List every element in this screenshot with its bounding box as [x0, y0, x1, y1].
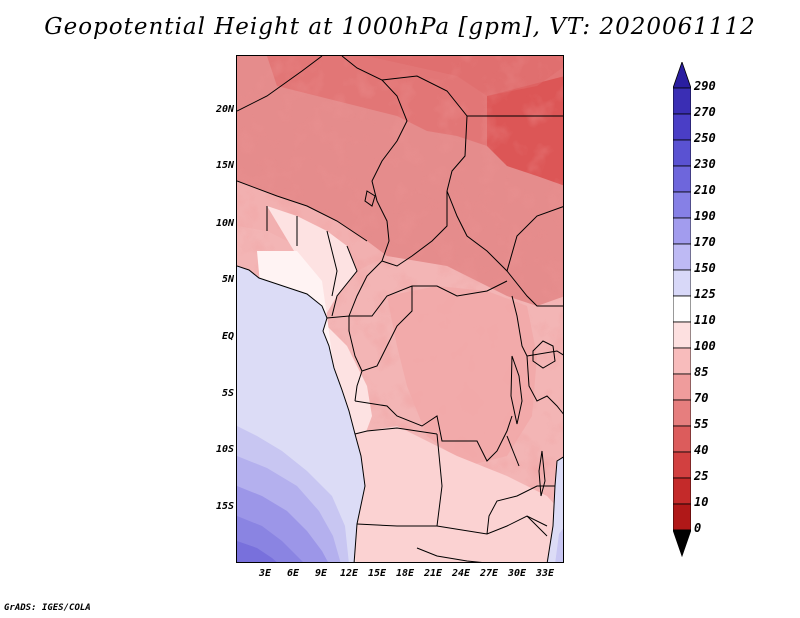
lat-label-10n: 10N [215, 218, 234, 229]
lat-label-5s: 5S [221, 388, 234, 399]
map-title: Geopotential Height at 1000hPa [gpm], VT… [44, 14, 756, 40]
lon-label-15e: 15E [367, 568, 387, 579]
ocean-band-5 [237, 541, 277, 562]
colorbar-swatch-13 [673, 399, 691, 427]
colorbar-label-0: 0 [694, 521, 702, 535]
colorbar-label-125: 125 [694, 287, 716, 301]
colorbar-label-10: 10 [694, 495, 709, 509]
colorbar-label-110: 110 [694, 313, 716, 327]
colorbar-swatch-14 [673, 425, 691, 453]
colorbar-swatch-10 [673, 321, 691, 349]
lat-label-10s: 10S [215, 444, 234, 455]
lon-label-12e: 12E [339, 568, 359, 579]
lon-label-21e: 21E [423, 568, 443, 579]
colorbar-swatch-2 [673, 113, 691, 141]
colorbar-label-150: 150 [694, 261, 716, 275]
colorbar-label-170: 170 [694, 235, 716, 249]
lat-label-15s: 15S [215, 501, 234, 512]
lon-label-33e: 33E [535, 568, 555, 579]
colorbar-label-70: 70 [694, 391, 709, 405]
colorbar-label-25: 25 [694, 469, 709, 483]
colorbar-swatch-8 [673, 269, 691, 297]
lon-label-18e: 18E [395, 568, 415, 579]
colorbar-swatch-4 [673, 165, 691, 193]
colorbar-swatch-3 [673, 139, 691, 167]
colorbar-label-55: 55 [694, 417, 709, 431]
colorbar-swatch-16 [673, 477, 691, 505]
colorbar-swatch-7 [673, 243, 691, 271]
lon-label-24e: 24E [451, 568, 471, 579]
colorbar [673, 62, 691, 557]
lon-label-3e: 3E [258, 568, 272, 579]
colorbar-label-270: 270 [694, 105, 716, 119]
lat-label-20n: 20N [215, 104, 234, 115]
lon-label-27e: 27E [479, 568, 499, 579]
colorbar-swatch-11 [673, 347, 691, 375]
colorbar-label-290: 290 [694, 79, 716, 93]
lon-label-30e: 30E [507, 568, 527, 579]
lon-label-6e: 6E [286, 568, 300, 579]
country-borders [237, 56, 563, 562]
colorbar-label-230: 230 [694, 157, 716, 171]
colorbar-label-250: 250 [694, 131, 716, 145]
colorbar-top-arrow [673, 62, 691, 89]
indian-ocean-band [555, 528, 563, 562]
map-field [237, 56, 563, 562]
lat-label-eq: EQ [221, 331, 234, 342]
lat-label-5n: 5N [221, 274, 234, 285]
colorbar-swatch-6 [673, 217, 691, 245]
colorbar-bottom-arrow [673, 529, 691, 557]
lakes [364, 190, 556, 497]
colorbar-swatch-1 [673, 87, 691, 115]
colorbar-swatch-5 [673, 191, 691, 219]
colorbar-swatch-15 [673, 451, 691, 479]
colorbar-label-210: 210 [694, 183, 716, 197]
colorbar-swatch-17 [673, 503, 691, 531]
lon-label-9e: 9E [314, 568, 328, 579]
map-panel [236, 55, 564, 563]
congo-basin-zone [387, 286, 537, 466]
colorbar-swatch-12 [673, 373, 691, 401]
colorbar-label-190: 190 [694, 209, 716, 223]
colorbar-swatch-9 [673, 295, 691, 323]
colorbar-label-40: 40 [694, 443, 709, 457]
colorbar-label-85: 85 [694, 365, 709, 379]
lat-label-15n: 15N [215, 160, 234, 171]
colorbar-label-100: 100 [694, 339, 716, 353]
grads-credit: GrADS: IGES/COLA [4, 603, 91, 613]
southern-plateau-zone [337, 426, 563, 562]
